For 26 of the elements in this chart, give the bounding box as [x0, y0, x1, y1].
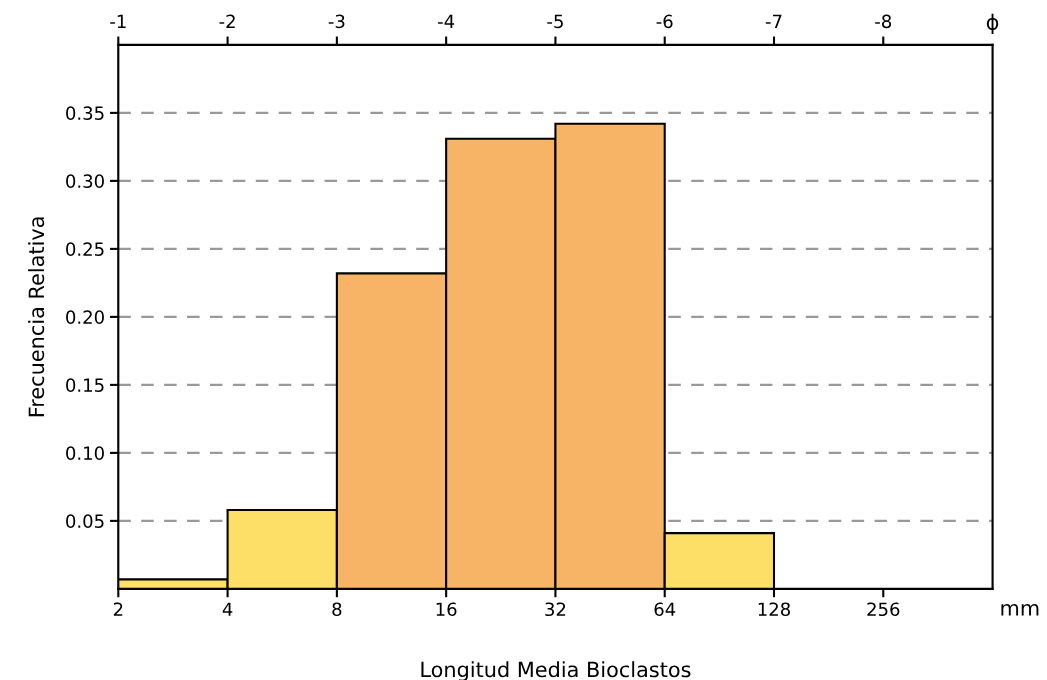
- y-tick-label: 0.25: [66, 242, 104, 256]
- x-tick-label: 64: [654, 602, 676, 617]
- x2-tick-label: -4: [438, 14, 455, 28]
- y-axis-title: Frecuencia Relativa: [28, 217, 45, 417]
- x-tick-label: 32: [545, 602, 566, 617]
- x2-axis-title: ϕ: [986, 13, 999, 34]
- x-tick-label: 8: [332, 602, 342, 617]
- y-tick-label: 0.30: [66, 174, 104, 188]
- x2-tick-label: -3: [328, 14, 345, 29]
- text: mm: [1001, 603, 1039, 616]
- x2-tick-label: -5: [547, 14, 563, 29]
- x2-tick-label: -6: [656, 14, 673, 29]
- y-tick-label: 0.15: [66, 378, 104, 392]
- x-tick-label: 16: [436, 602, 457, 617]
- y-tick-label: 0.10: [66, 446, 104, 460]
- x2-tick-label: -7: [765, 14, 782, 28]
- y-tick-label: 0.35: [66, 106, 104, 120]
- y-tick-label: 0.20: [66, 310, 104, 324]
- x2-tick-label: -2: [219, 14, 235, 28]
- x-tick-label: 128: [758, 602, 790, 617]
- y-tick-label: 0.05: [66, 514, 104, 528]
- x-tick-label: 4: [222, 602, 233, 616]
- x-tick-label: 2: [113, 602, 123, 616]
- x2-tick-label: -1: [110, 14, 126, 28]
- x2-tick-label: -8: [875, 14, 892, 29]
- x-tick-label: 256: [867, 602, 900, 617]
